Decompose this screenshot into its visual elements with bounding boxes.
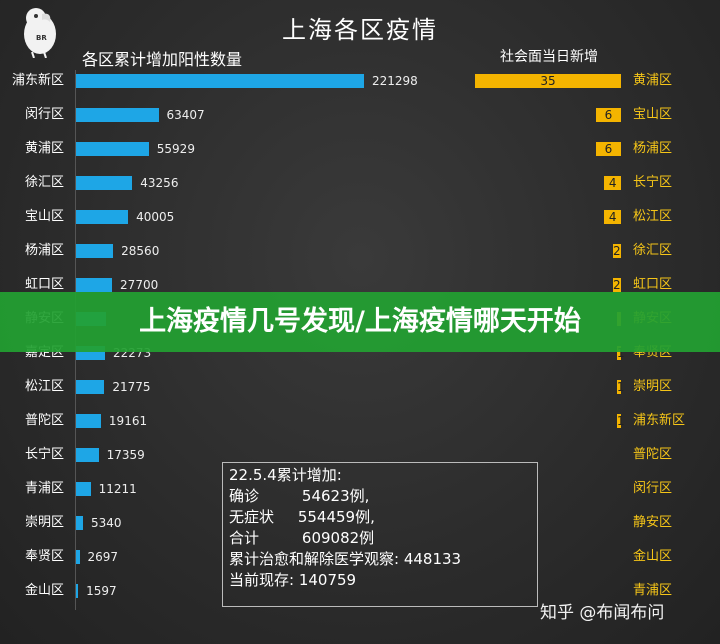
banner-text: 上海疫情几号发现/上海疫情哪天开始 (139, 306, 581, 337)
left-category-label: 闵行区 (24, 107, 64, 122)
note-line: 合计 609082例 (229, 529, 375, 547)
left-category-label: 青浦区 (24, 481, 64, 496)
left-category-label: 松江区 (24, 379, 64, 394)
left-bar (76, 278, 113, 292)
left-category-label: 奉贤区 (24, 549, 64, 564)
left-bar (76, 142, 149, 156)
note-line: 无症状 554459例, (229, 508, 375, 526)
right-value-label: 35 (540, 74, 556, 88)
right-bar (604, 210, 621, 224)
right-value-label: 2 (613, 244, 621, 258)
left-value-label: 63407 (166, 108, 205, 122)
left-category-label: 宝山区 (24, 209, 64, 224)
right-value-label: 4 (608, 210, 617, 224)
left-value-label: 11211 (98, 482, 137, 496)
right-bar (616, 380, 621, 394)
right-bar (595, 108, 621, 122)
left-bar (76, 108, 159, 122)
right-value-label: 2 (613, 278, 621, 292)
left-bar (76, 448, 99, 462)
left-value-label: 17359 (106, 448, 145, 462)
title-banner: 上海疫情几号发现/上海疫情哪天开始 (0, 292, 720, 352)
note-line: 22.5.4累计增加: (229, 466, 342, 484)
note-line: 累计治愈和解除医学观察: 448133 (229, 550, 462, 568)
left-bar (76, 516, 83, 530)
right-value-label: 1 (616, 414, 625, 428)
left-bar (76, 244, 114, 258)
left-bar (76, 584, 79, 598)
right-category-label: 浦东新区 (633, 413, 686, 428)
left-category-label: 杨浦区 (24, 243, 64, 258)
right-bar (612, 278, 621, 292)
left-value-label: 43256 (140, 176, 179, 190)
right-bar (616, 414, 621, 428)
left-value-label: 19161 (108, 414, 148, 428)
left-category-label: 浦东新区 (11, 73, 64, 88)
right-category-label: 徐汇区 (633, 243, 673, 258)
right-category-label: 崇明区 (633, 379, 673, 394)
right-category-label: 虹口区 (633, 277, 673, 292)
right-value-label: 4 (608, 176, 617, 190)
right-category-label: 松江区 (633, 209, 673, 224)
right-category-label: 普陀区 (633, 447, 673, 462)
left-value-label: 1597 (86, 584, 117, 598)
logo-text: BR (36, 34, 47, 42)
summary-note-box: 22.5.4累计增加: 确诊 54623例, 无症状 554459例, 合计 6… (222, 462, 538, 607)
right-bar (475, 74, 621, 88)
right-value-label: 6 (604, 142, 613, 156)
right-category-label: 长宁区 (633, 175, 673, 190)
left-category-label: 金山区 (24, 583, 64, 598)
right-category-label: 黄浦区 (633, 73, 673, 88)
left-category-label: 黄浦区 (24, 141, 64, 156)
parrot-logo-icon: BR (24, 8, 56, 58)
right-category-label: 青浦区 (633, 583, 673, 598)
left-value-label: 2697 (87, 550, 119, 564)
left-value-label: 28560 (121, 244, 160, 258)
right-category-label: 闵行区 (633, 481, 673, 496)
left-value-label: 27700 (120, 278, 159, 292)
right-value-label: 6 (604, 108, 613, 122)
left-bar (76, 482, 91, 496)
left-value-label: 5340 (90, 516, 122, 530)
left-bar (76, 550, 80, 564)
left-category-label: 崇明区 (24, 515, 64, 530)
right-category-label: 宝山区 (633, 107, 673, 122)
left-category-label: 虹口区 (24, 277, 64, 292)
left-bar (76, 380, 105, 394)
page-title: 上海各区疫情 (282, 16, 438, 44)
left-value-label: 55929 (156, 142, 195, 156)
note-line: 确诊 54623例, (229, 487, 370, 505)
zhihu-watermark: 知乎 @布闻布问 (540, 603, 665, 623)
right-value-label: 1 (616, 346, 625, 360)
left-category-label: 普陀区 (24, 413, 64, 428)
left-category-label: 徐汇区 (24, 175, 64, 190)
left-chart-heading: 各区累计增加阳性数量 (82, 50, 243, 69)
left-category-label: 长宁区 (24, 447, 64, 462)
note-line: 当前现存: 140759 (229, 571, 357, 589)
right-category-label: 杨浦区 (633, 141, 673, 156)
right-category-label: 静安区 (633, 515, 673, 530)
left-value-label: 40005 (136, 210, 175, 224)
left-bar (76, 176, 133, 190)
left-bar (76, 414, 101, 428)
right-chart-heading: 社会面当日新增 (500, 49, 598, 65)
left-bar (76, 210, 129, 224)
right-bar (616, 346, 621, 360)
right-bar (595, 142, 621, 156)
left-bar (76, 74, 364, 88)
right-value-label: 1 (616, 380, 625, 394)
right-bar (612, 244, 621, 258)
right-bar (604, 176, 621, 190)
left-value-label: 21775 (112, 380, 151, 394)
right-category-label: 金山区 (633, 549, 673, 564)
left-value-label: 221298 (372, 74, 418, 88)
